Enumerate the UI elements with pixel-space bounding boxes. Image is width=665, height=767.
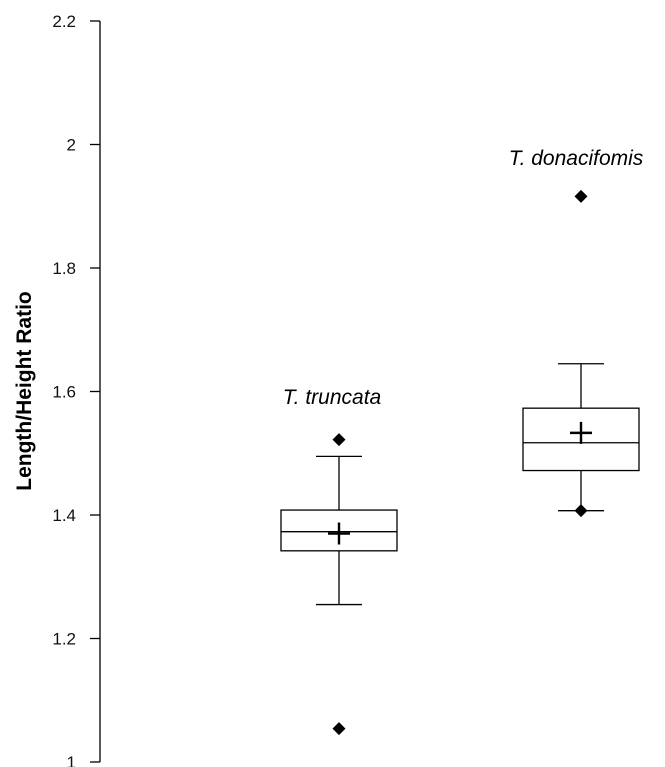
category-label: T. donacifomis — [509, 147, 644, 170]
y-tick-label: 1.8 — [52, 259, 76, 278]
category-label: T. truncata — [283, 386, 381, 409]
y-tick-label: 1.6 — [52, 383, 76, 402]
y-tick-label: 2.2 — [52, 12, 76, 31]
y-axis: 1 1.2 1.4 1.6 1.8 2 2.2 — [52, 12, 101, 767]
y-axis-label: Length/Height Ratio — [13, 291, 36, 490]
outlier-point — [574, 189, 588, 203]
y-tick-label: 1.4 — [52, 506, 76, 525]
box-series: T. donacifomis — [509, 147, 644, 518]
y-tick-label: 2 — [67, 136, 76, 155]
box-series: T. truncata — [280, 386, 398, 736]
y-tick-label: 1 — [67, 753, 76, 767]
outlier-point — [332, 433, 346, 447]
y-tick-label: 1.2 — [52, 630, 76, 649]
series-layer: T. truncata T. donacifomis — [280, 147, 644, 736]
outlier-point — [332, 722, 346, 736]
outlier-point — [574, 504, 588, 518]
